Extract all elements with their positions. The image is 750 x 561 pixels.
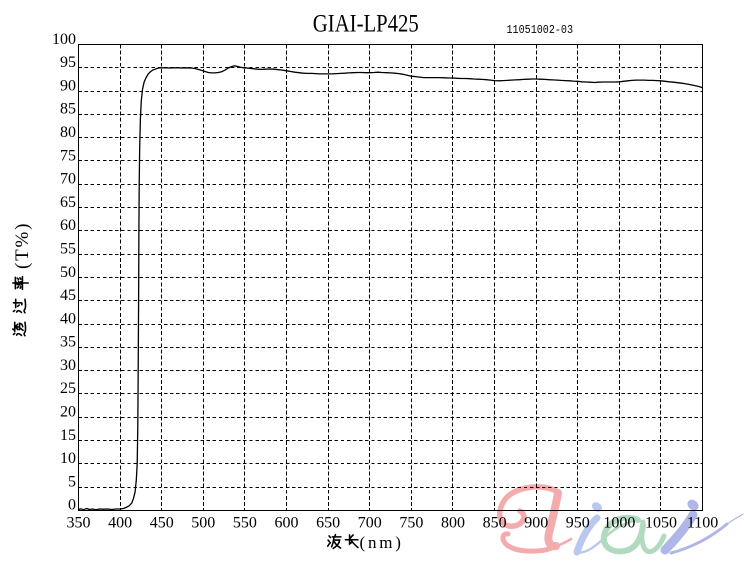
svg-text:650: 650	[316, 515, 340, 532]
svg-text:15: 15	[60, 427, 76, 444]
svg-text:75: 75	[60, 147, 76, 164]
svg-text:70: 70	[60, 171, 76, 188]
svg-text:800: 800	[441, 515, 465, 532]
svg-text:400: 400	[108, 515, 132, 532]
svg-text:950: 950	[566, 515, 590, 532]
svg-text:450: 450	[150, 515, 174, 532]
svg-text:5: 5	[68, 473, 76, 490]
svg-text:55: 55	[60, 241, 76, 258]
svg-text:900: 900	[524, 515, 548, 532]
svg-text:700: 700	[358, 515, 382, 532]
svg-text:40: 40	[60, 310, 76, 327]
svg-text:50: 50	[60, 264, 76, 281]
svg-text:(T%): (T%)	[12, 222, 33, 269]
svg-text:35: 35	[60, 334, 76, 351]
svg-text:80: 80	[60, 124, 76, 141]
svg-text:65: 65	[60, 194, 76, 211]
svg-text:95: 95	[60, 54, 76, 71]
svg-text:10: 10	[60, 450, 76, 467]
svg-text:(nm): (nm)	[360, 533, 404, 552]
svg-text:100: 100	[52, 31, 76, 48]
svg-text:20: 20	[60, 404, 76, 421]
svg-text:30: 30	[60, 357, 76, 374]
svg-text:750: 750	[399, 515, 423, 532]
svg-text:85: 85	[60, 101, 76, 118]
svg-text:1100: 1100	[687, 515, 718, 532]
svg-text:25: 25	[60, 380, 76, 397]
svg-text:90: 90	[60, 77, 76, 94]
svg-text:1050: 1050	[645, 515, 677, 532]
svg-text:550: 550	[233, 515, 257, 532]
svg-text:500: 500	[191, 515, 215, 532]
svg-text:850: 850	[483, 515, 507, 532]
svg-text:11051002-03: 11051002-03	[507, 25, 574, 38]
svg-text:1000: 1000	[603, 515, 635, 532]
svg-text:0: 0	[68, 497, 76, 514]
svg-text:60: 60	[60, 217, 76, 234]
svg-text:GIAI-LP425: GIAI-LP425	[313, 10, 419, 38]
svg-text:45: 45	[60, 287, 76, 304]
svg-text:600: 600	[275, 515, 299, 532]
svg-text:350: 350	[67, 515, 91, 532]
